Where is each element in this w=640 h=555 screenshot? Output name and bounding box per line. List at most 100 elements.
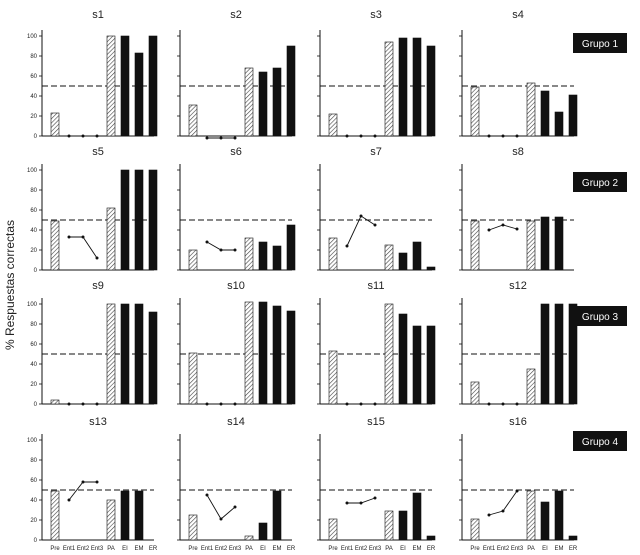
- panel-title: s13: [89, 416, 107, 428]
- panel-title: s12: [509, 280, 527, 292]
- training-point: [345, 402, 349, 406]
- panel-title: s8: [512, 146, 524, 158]
- x-tick-label: ER: [149, 546, 158, 552]
- group-labels: Grupo 1 Grupo 2 Grupo 3 Grupo 4: [573, 33, 627, 451]
- group-label: Grupo 2: [582, 178, 619, 189]
- bar-pre: [188, 514, 198, 541]
- bar-pa: [244, 301, 254, 405]
- bar-em: [272, 67, 282, 137]
- bar-pre: [470, 86, 480, 137]
- bar-em: [554, 490, 564, 541]
- panel-title: s9: [92, 280, 104, 292]
- panel-title: s15: [367, 416, 385, 428]
- training-point: [373, 496, 377, 500]
- x-tick-label: Ent1: [201, 546, 214, 552]
- bar-er: [148, 169, 158, 271]
- training-point: [205, 402, 209, 406]
- training-point: [219, 402, 223, 406]
- y-tick-label: 60: [30, 342, 37, 348]
- y-tick-label: 0: [34, 134, 38, 140]
- x-tick-label: EI: [542, 546, 548, 552]
- y-tick-label: 0: [34, 402, 38, 408]
- panel-title: s10: [227, 280, 245, 292]
- x-tick-label: EM: [273, 546, 282, 552]
- training-point: [95, 480, 99, 484]
- bar-pa: [106, 499, 116, 541]
- bar-er: [426, 325, 436, 405]
- training-point: [487, 134, 491, 138]
- panel-s16: s16 Pre Ent1 Ent2 Ent3 PA EI EM ER: [459, 416, 578, 552]
- bar-ei: [398, 37, 408, 137]
- training-point: [359, 134, 363, 138]
- panel-title: s7: [370, 146, 382, 158]
- training-line: [68, 481, 97, 501]
- bar-pre: [188, 249, 198, 271]
- training-point: [487, 228, 491, 232]
- x-tick-label: Ent1: [483, 546, 496, 552]
- bar-pa: [526, 490, 536, 541]
- y-tick-label: 20: [30, 114, 37, 120]
- bar-pre: [188, 104, 198, 137]
- bar-pa: [384, 244, 394, 271]
- x-tick-label: Pre: [50, 546, 60, 552]
- bar-em: [412, 325, 422, 405]
- bar-pa: [526, 368, 536, 405]
- bar-pa: [384, 41, 394, 137]
- x-tick-label: Pre: [188, 546, 198, 552]
- bar-ei: [540, 90, 550, 137]
- x-tick-label: Pre: [470, 546, 480, 552]
- training-point: [233, 136, 237, 140]
- y-axis-label: % Respuestas correctas: [3, 220, 17, 350]
- panel-s4: s4: [459, 9, 578, 138]
- bar-em: [554, 303, 564, 405]
- x-tick-label: EI: [400, 546, 406, 552]
- x-tick-label: ER: [287, 546, 296, 552]
- x-tick-label: Ent3: [511, 546, 524, 552]
- panel-title: s5: [92, 146, 104, 158]
- group-label: Grupo 3: [582, 312, 619, 323]
- group-badge-bg: [573, 172, 627, 192]
- group-badge: Grupo 2: [573, 172, 627, 192]
- x-tick-label: Ent2: [497, 546, 510, 552]
- group-label: Grupo 1: [582, 39, 619, 50]
- y-tick-label: 40: [30, 362, 37, 368]
- training-point: [81, 235, 85, 239]
- bar-er: [568, 303, 578, 405]
- y-tick-label: 20: [30, 518, 37, 524]
- bar-er: [148, 35, 158, 137]
- group-badge-bg: [573, 431, 627, 451]
- bar-pa: [106, 303, 116, 405]
- bar-pre: [50, 399, 60, 405]
- panel-title: s4: [512, 9, 524, 21]
- x-tick-label: PA: [245, 546, 253, 552]
- training-point: [373, 402, 377, 406]
- group-badge-bg: [573, 33, 627, 53]
- training-point: [515, 402, 519, 406]
- y-tick-label: 80: [30, 188, 37, 194]
- panel-s10: s10: [177, 280, 296, 406]
- training-point: [359, 402, 363, 406]
- x-tick-label: Ent2: [355, 546, 368, 552]
- bar-er: [148, 311, 158, 405]
- bar-pa: [106, 207, 116, 271]
- bar-pa: [384, 510, 394, 541]
- training-point: [501, 509, 505, 513]
- bar-ei: [398, 252, 408, 271]
- x-tick-label: Ent1: [341, 546, 354, 552]
- panel-title: s6: [230, 146, 242, 158]
- training-point: [515, 489, 519, 493]
- training-point: [501, 402, 505, 406]
- panel-s7: s7: [317, 146, 436, 271]
- training-point: [359, 214, 363, 218]
- panel-title: s2: [230, 9, 242, 21]
- training-point: [515, 227, 519, 231]
- panel-s3: s3: [317, 9, 436, 138]
- x-tick-label: PA: [107, 546, 115, 552]
- panel-title: s11: [368, 280, 385, 292]
- training-point: [373, 223, 377, 227]
- panel-s12: s12: [459, 280, 578, 406]
- x-tick-label: ER: [427, 546, 436, 552]
- training-point: [359, 501, 363, 505]
- training-point: [345, 501, 349, 505]
